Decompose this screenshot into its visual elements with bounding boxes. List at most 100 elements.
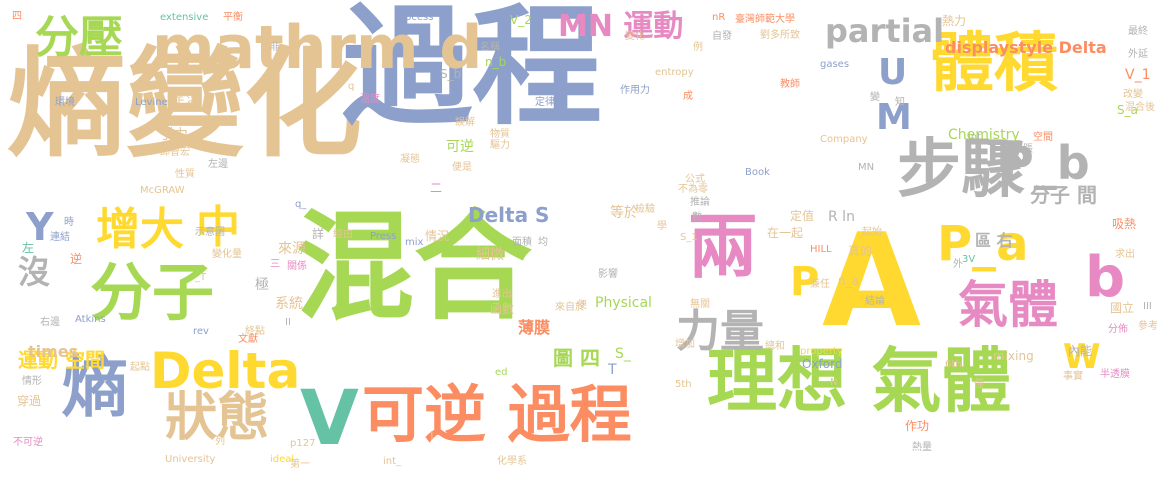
word-180: I	[430, 429, 434, 443]
word-20: 力量	[676, 306, 764, 357]
word-102: 5th	[675, 379, 692, 390]
word-81: University	[165, 454, 216, 465]
word-13: 狀態	[165, 388, 270, 448]
word-53: 函數	[490, 302, 515, 316]
word-134: 二	[430, 181, 443, 195]
word-126: 三	[270, 259, 280, 270]
word-37: times	[28, 342, 79, 361]
word-12: 熵	[62, 349, 128, 426]
word-48: 可逆	[446, 139, 474, 155]
word-41: V_2	[510, 13, 532, 27]
word-120: 右邊	[40, 317, 60, 328]
word-100: 熱量	[912, 442, 932, 453]
word-166: 學	[657, 221, 667, 232]
word-144: q	[348, 81, 355, 92]
word-52: 細微	[476, 247, 504, 263]
word-109: 在一起	[767, 226, 804, 240]
word-34: 運動 空間	[18, 348, 105, 372]
word-135: 凝態	[400, 154, 420, 165]
word-155: 最終	[1128, 26, 1148, 37]
word-160: MN	[858, 162, 875, 173]
word-80: Atkins	[75, 314, 106, 325]
word-104: 兼任	[810, 279, 830, 290]
word-86: 穿過	[17, 394, 42, 408]
word-167: 數	[692, 212, 702, 223]
word-58: n_a	[838, 274, 859, 288]
word-18: P_a	[937, 216, 1029, 272]
word-95: III	[1143, 301, 1152, 312]
word-112: 無關	[690, 299, 710, 310]
word-99: 事實	[1063, 371, 1083, 382]
word-29: 沒	[18, 253, 51, 291]
word-21: P_b	[1000, 136, 1090, 190]
word-88: 變化量	[212, 249, 242, 260]
word-154: 混合後	[1125, 102, 1155, 113]
word-69: 平衡	[223, 12, 243, 23]
word-133: q_	[295, 199, 307, 210]
word-9: 分子	[90, 256, 215, 329]
word-61: Physical	[595, 295, 652, 311]
word-75: 教師	[780, 79, 800, 90]
word-127: 逆	[70, 252, 83, 266]
word-122: 起點	[130, 362, 150, 373]
word-24: U	[878, 52, 908, 93]
word-161: 公式	[685, 174, 705, 185]
word-63: property	[800, 346, 843, 357]
word-91: 化學系	[497, 456, 527, 467]
word-97: 分佈	[1108, 324, 1128, 335]
word-110: 總和	[765, 341, 785, 352]
word-44: S_a	[1117, 103, 1138, 117]
word-173: T	[608, 362, 617, 378]
word-149: 自發	[712, 31, 732, 42]
word-92: int_	[383, 456, 402, 467]
word-30: W	[1063, 337, 1101, 377]
word-131: 詳	[312, 227, 325, 241]
word-7: 理想 氣體	[707, 340, 1012, 422]
word-165: S_1	[680, 232, 698, 243]
word-73: entropy	[655, 67, 694, 78]
word-71: 環境	[55, 97, 75, 108]
word-145: 非	[270, 42, 280, 53]
word-138: 物質	[490, 129, 510, 140]
word-176: 列	[215, 436, 225, 447]
word-130: 示意圖	[195, 227, 225, 238]
word-72: 作用力	[620, 85, 650, 96]
word-90: 第一	[290, 459, 310, 470]
word-94: 國立	[1110, 301, 1135, 315]
word-49: 來源	[278, 241, 306, 257]
word-43: S_b	[440, 67, 462, 81]
word-106: 3V	[962, 254, 976, 265]
word-168: 均	[538, 237, 548, 248]
word-132: 經由	[333, 229, 353, 240]
word-67: nR	[712, 12, 726, 23]
word-111: 增加	[675, 339, 695, 350]
word-10: 兩	[688, 206, 758, 288]
word-55: 定值	[790, 209, 815, 223]
word-51: 情況	[425, 229, 450, 243]
word-54: 等於	[610, 205, 638, 221]
word-162: 不為零	[678, 184, 708, 195]
word-38: 區 右	[975, 231, 1013, 250]
word-45: Chemistry	[948, 127, 1020, 143]
word-164: 推論	[690, 197, 710, 208]
word-98: 半透膜	[1100, 369, 1130, 380]
word-136: 便是	[452, 162, 472, 173]
word-60: 內能	[1068, 344, 1093, 358]
word-171: 成	[683, 91, 693, 102]
word-169: 面積	[512, 237, 532, 248]
word-74: gases	[820, 59, 850, 70]
word-115: 影響	[598, 269, 618, 280]
word-142: 邱智宏	[160, 147, 190, 158]
word-15: 增大	[96, 204, 184, 255]
word-103: 結論	[865, 296, 885, 307]
word-46: 定溫	[172, 92, 200, 108]
word-27: MN 運動	[558, 9, 684, 44]
word-151: 劉多所致	[760, 30, 800, 41]
word-93: p127	[290, 438, 316, 449]
word-39: 熱力	[942, 14, 967, 28]
word-119: 文獻	[238, 334, 258, 345]
word-159: int	[968, 132, 982, 143]
word-64: Oxford	[802, 357, 843, 371]
word-163: 檢驗	[635, 204, 655, 215]
